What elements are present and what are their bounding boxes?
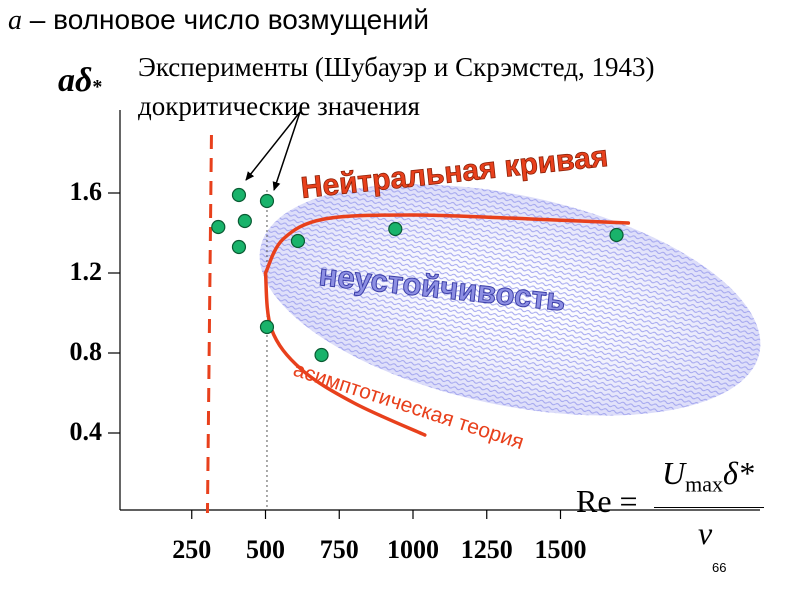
- x-tick-label: 750: [319, 535, 359, 564]
- experiment-point: [231, 187, 247, 203]
- y-axis-label-sub: *: [92, 76, 103, 98]
- axes: [108, 110, 760, 519]
- page-number: 66: [712, 560, 727, 575]
- critical-reynolds-lines: [205, 134, 268, 514]
- legend-subcritical: докритические значения: [138, 91, 420, 121]
- x-tick-label: 250: [172, 535, 212, 564]
- y-tick-label: 1.2: [69, 257, 103, 286]
- neutral-curve-upper-branch: [263, 213, 631, 275]
- experiment-point: [259, 319, 275, 335]
- experiment-point: [388, 221, 403, 237]
- experiment-point: [290, 233, 306, 249]
- experiment-point: [237, 213, 252, 229]
- slide-title-text: – волновое число возмущений: [22, 4, 429, 35]
- y-axis-label-main: aδ: [58, 62, 93, 99]
- formula-max: max: [685, 471, 723, 497]
- experiment-point: [314, 347, 329, 363]
- instability-region: [259, 184, 761, 416]
- neutral-curve-lower-branch: [263, 271, 427, 437]
- formula-lhs: Re =: [576, 483, 638, 519]
- critical-re-dashed-line: [205, 134, 213, 514]
- legend-experiments: Эксперименты (Шубауэр и Скрэмстед, 1943): [138, 52, 655, 82]
- formula-delta: δ*: [723, 455, 754, 491]
- experiment-point: [609, 227, 624, 243]
- y-tick-label: 0.4: [69, 417, 103, 446]
- experiment-point: [211, 219, 226, 235]
- slide-title: a – волновое число возмущений: [8, 4, 429, 37]
- experiment-points: [211, 187, 624, 363]
- y-tick-label: 0.8: [69, 337, 103, 366]
- y-tick-label: 1.6: [69, 177, 103, 206]
- formula-u: U: [662, 455, 686, 491]
- legend-arrows: [245, 111, 301, 191]
- formula-denominator: ν: [698, 515, 713, 551]
- formula-numerator: Umaxδ*: [662, 455, 754, 497]
- x-tick-label: 1000: [387, 535, 439, 564]
- x-tick-label: 500: [246, 535, 285, 564]
- y-axis-label: aδ*: [58, 62, 102, 100]
- formula-fraction-bar: [654, 507, 764, 508]
- wave-number-symbol: a: [8, 5, 22, 36]
- neutral-curves: [263, 213, 631, 437]
- experiment-point: [259, 193, 275, 209]
- experiment-point: [231, 239, 247, 255]
- x-tick-label: 1250: [460, 535, 513, 564]
- x-tick-label: 1500: [534, 535, 587, 564]
